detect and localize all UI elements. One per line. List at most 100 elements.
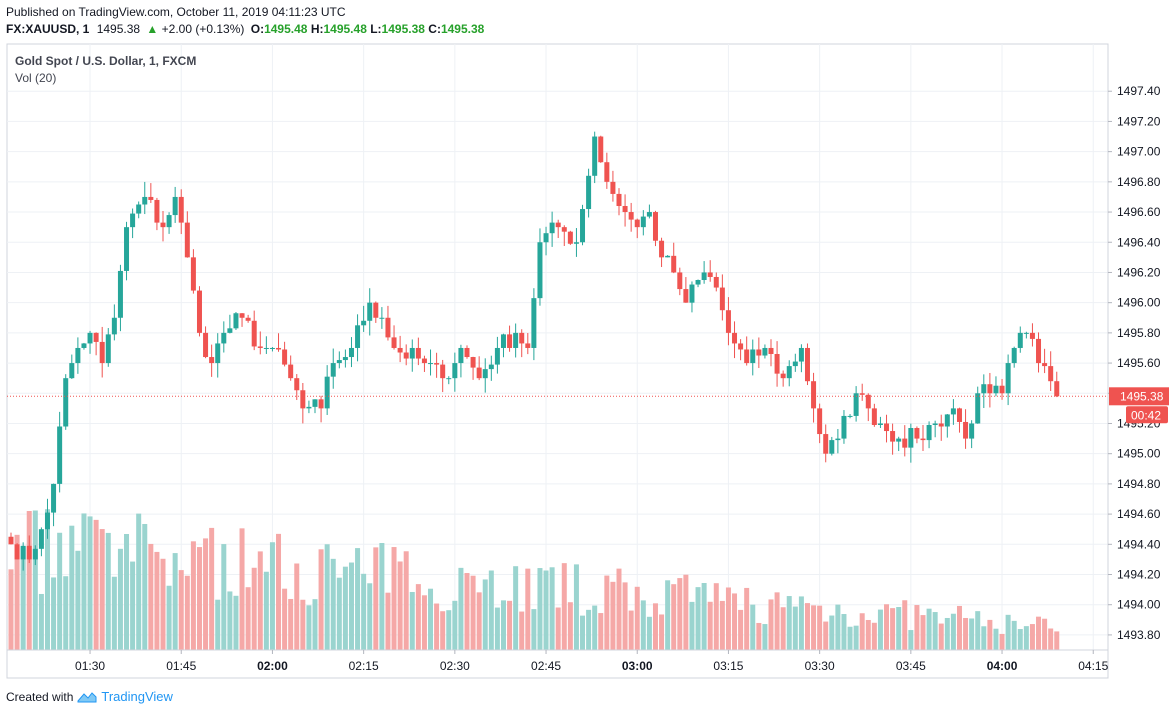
volume-bar: [610, 581, 616, 650]
volume-bar: [622, 582, 628, 650]
candle-body: [628, 212, 634, 220]
candle-body: [452, 363, 458, 379]
volume-bar: [251, 567, 257, 650]
volume-bar: [738, 609, 744, 650]
candle-body: [792, 361, 798, 367]
countdown-badge: [1126, 406, 1168, 424]
volume-bar: [130, 561, 136, 650]
candle-body: [136, 204, 142, 214]
volume-bar: [20, 547, 26, 650]
candle-body: [762, 347, 768, 356]
candle-body: [476, 367, 482, 379]
volume-bar: [665, 580, 671, 650]
volume-bar: [732, 593, 738, 650]
time-axis[interactable]: 01:30 01:45 02:00 02:15 02:30 02:45 03:00 03:15…: [75, 650, 1109, 673]
candle-body: [221, 332, 227, 344]
candle-body: [713, 276, 719, 288]
volume-bar: [853, 625, 859, 650]
volume-bar: [203, 538, 209, 650]
volume-bar: [616, 568, 622, 650]
candle-body: [373, 302, 379, 318]
low-label: L:: [370, 22, 382, 36]
volume-bar: [26, 511, 32, 650]
candle-body: [1036, 338, 1042, 364]
volume-bar: [196, 547, 202, 650]
volume-bar: [379, 543, 385, 650]
candle-body: [525, 343, 531, 348]
price-tick-label: 1495.80: [1117, 326, 1161, 340]
volume-bar: [1048, 628, 1054, 650]
high-value: 1495.48: [323, 22, 367, 36]
time-tick-label: 03:45: [896, 659, 926, 673]
volume-bar: [890, 608, 896, 650]
volume-bar: [464, 573, 470, 650]
volume-bar: [500, 600, 506, 650]
volume-bar: [38, 593, 44, 650]
volume-bar: [300, 599, 306, 650]
candle-body: [780, 373, 786, 379]
candle-body: [257, 346, 263, 348]
volume-bar: [683, 574, 689, 650]
candle-body: [318, 399, 324, 409]
high-label: H:: [310, 22, 324, 36]
close-value: 1495.38: [440, 22, 485, 36]
candle-body: [677, 272, 683, 290]
candle-body: [1048, 366, 1054, 382]
candle-body: [263, 347, 269, 349]
candle-body: [646, 212, 652, 217]
tradingview-brand[interactable]: TradingView: [101, 689, 173, 704]
candle-body: [172, 196, 178, 216]
volume-bar: [950, 613, 956, 650]
candle-body: [513, 332, 519, 348]
candle-body: [124, 227, 130, 271]
candle-body: [428, 363, 434, 365]
candle-body: [592, 136, 598, 176]
candle-body: [330, 363, 336, 377]
volume-bar: [975, 611, 981, 650]
volume-bar: [87, 516, 93, 650]
candle-body: [160, 222, 166, 228]
candle-body: [178, 196, 184, 223]
candle-body: [348, 347, 354, 358]
volume-bar: [592, 605, 598, 650]
candle-body: [920, 438, 926, 441]
volume-bar: [51, 577, 57, 650]
volume-bar: [725, 587, 731, 650]
candle-body: [482, 369, 488, 379]
price-axis[interactable]: 1497.40 1497.20 1497.00 1496.80 1496.60 1496.…: [1108, 84, 1161, 642]
tradingview-logo-icon: [77, 691, 97, 702]
volume-bar: [105, 532, 111, 650]
volume-bar: [227, 591, 233, 650]
close-label: C:: [428, 22, 441, 36]
volume-bar: [695, 587, 701, 650]
volume-bar: [288, 598, 294, 650]
volume-bar: [154, 551, 160, 650]
volume-bar: [859, 613, 865, 650]
volume-bar: [209, 527, 215, 650]
candle-body: [409, 347, 415, 359]
volume-bar: [944, 617, 950, 650]
volume-bar: [391, 547, 397, 650]
volume-bar: [573, 564, 579, 650]
candle-body: [397, 347, 403, 353]
volume-bar: [884, 604, 890, 650]
candle-body: [184, 222, 190, 258]
last-price-badge: [1109, 387, 1169, 406]
candle-body: [835, 438, 841, 441]
volume-bar: [239, 528, 245, 650]
volume-bar: [1054, 631, 1060, 650]
volume-bar: [434, 603, 440, 650]
candle-body: [306, 406, 312, 409]
candles: [8, 131, 1060, 571]
volume-bar: [701, 583, 707, 650]
volume-bar: [166, 585, 172, 650]
candle-body: [944, 414, 950, 427]
candle-body: [598, 136, 604, 163]
volume-bar: [902, 600, 908, 650]
volume-bar: [507, 600, 513, 650]
volume-bar: [233, 595, 239, 650]
volume-bar: [768, 599, 774, 650]
volume-bar: [963, 617, 969, 650]
volume-bar: [488, 570, 494, 650]
